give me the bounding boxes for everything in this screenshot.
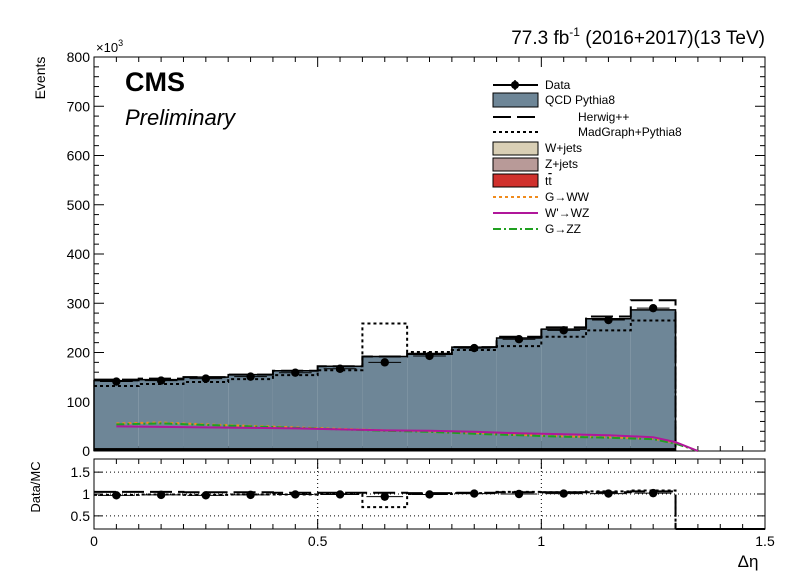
ratio-data-point [335, 490, 345, 499]
y-tick-label: 400 [67, 246, 91, 262]
legend-entry-wjets: W+jets [492, 141, 582, 156]
x-tick-label: 0.5 [308, 533, 328, 549]
ratio-data-point [559, 489, 568, 498]
y-axis-label: Events [32, 57, 48, 100]
y-tick-label: 300 [67, 295, 91, 311]
legend-entry-zjets: Z+jets [492, 157, 578, 172]
data-point [201, 374, 211, 383]
qcd_pythia8-bar [138, 379, 184, 449]
legend-ttbar-swatch [492, 173, 539, 188]
ratio-data-point [380, 492, 389, 501]
y-tick-label: 500 [67, 197, 91, 213]
legend-entry-madgraph: MadGraph+Pythia8 [493, 125, 682, 139]
data-point [335, 364, 345, 373]
ratio-histograms [94, 488, 765, 530]
legend-label-madgraph: MadGraph+Pythia8 [578, 125, 682, 139]
qcd_pythia8-bar [541, 329, 587, 449]
y-tick-label: 800 [67, 49, 91, 65]
ratio-data-point [425, 490, 434, 499]
y-tick-label: 700 [67, 98, 91, 114]
data-point [470, 343, 479, 353]
legend-label-ttbar: tt [545, 174, 552, 188]
data-point [291, 368, 300, 377]
cms-label: CMS [125, 67, 185, 97]
legend-label-data: Data [545, 78, 571, 92]
legend-label-qcd: QCD Pythia8 [545, 93, 615, 107]
legend-entry-g-ww: G→WW [493, 190, 590, 204]
legend-entry-qcd: QCD Pythia8 [492, 92, 615, 108]
ratio-data-point [291, 490, 300, 499]
qcd_pythia8-bar [317, 366, 363, 449]
ratio-y-tick-label: 1 [82, 486, 90, 502]
ratio-data-point [604, 489, 613, 498]
legend-entry-wp-wz: W'→WZ [493, 206, 589, 220]
legend-zjets-swatch [492, 157, 539, 172]
data-point [648, 303, 658, 313]
ratio-data-point [112, 491, 121, 500]
preliminary-label: Preliminary [125, 105, 237, 130]
legend-label-g-zz: G→ZZ [545, 222, 581, 236]
x-tick-label: 0 [90, 533, 98, 549]
main-panel: 0 100 200 300 400 500 600 700 800 Events ×103 CM… [32, 38, 766, 459]
data-point [604, 315, 613, 325]
ratio-data-point [514, 489, 524, 499]
main-histograms [93, 299, 699, 452]
ratio-y-tick-label: 1.5 [71, 464, 91, 480]
y-tick-label: 100 [67, 394, 91, 410]
legend-label-wp-wz: W'→WZ [545, 206, 589, 220]
x-tick-label: 1 [537, 533, 545, 549]
qcd_pythia8-bar [496, 337, 542, 449]
ratio-y-axis-label: Data/MC [28, 461, 43, 512]
herwig-line [94, 299, 677, 451]
data-point [156, 376, 166, 385]
qcd_pythia8-bar [94, 380, 139, 449]
qcd_pythia8-bar [228, 374, 273, 449]
lumi-label: 77.3 fb-1 (2016+2017)(13 TeV) [511, 25, 765, 49]
legend-label-g-ww: G→WW [545, 190, 590, 204]
legend-qcd-swatch [492, 92, 539, 108]
y-tick-label: 200 [67, 345, 91, 361]
legend-entry-ttbar: tt [492, 173, 552, 188]
x-axis-label: Δη [738, 552, 759, 571]
ratio-y-tick-label: 0.5 [71, 508, 91, 524]
wp-wz-line [116, 425, 699, 452]
ratio-data-point [648, 488, 658, 498]
qcd_pythia8-bar [183, 377, 229, 449]
qcd_pythia8-bar [586, 318, 631, 449]
legend-label-herwig: Herwig++ [578, 110, 629, 124]
data-point [514, 335, 524, 344]
qcd_pythia8-bar [272, 370, 318, 449]
data-point [380, 358, 389, 367]
qcd_pythia8-bar [362, 356, 408, 449]
data-point [112, 377, 121, 386]
legend-wjets-swatch [492, 141, 539, 156]
legend-label-wjets: W+jets [545, 141, 582, 155]
small-backgrounds-band [94, 448, 676, 451]
legend-entry-data: Data [493, 78, 571, 92]
ratio-data-point [201, 491, 211, 500]
ratio-axis-ticks: 0.5 1 1.5 0 0.5 1 1.5 [71, 459, 775, 549]
ratio-data-point [246, 490, 255, 500]
qcd_pythia8-bar [630, 309, 676, 449]
x-tick-label: 1.5 [755, 533, 775, 549]
y-tick-label: 600 [67, 148, 91, 164]
legend-entry-g-zz: G→ZZ [493, 222, 581, 236]
y-multiplier: ×103 [96, 38, 123, 55]
legend-label-zjets: Z+jets [545, 157, 578, 171]
y-tick-label: 0 [82, 443, 90, 459]
data-point [246, 372, 255, 381]
legend: Data QCD Pythia8 Herwig++ MadGraph+Pythi… [492, 78, 682, 236]
data-point [559, 326, 568, 335]
qcd_pythia8-bar [407, 353, 452, 449]
madgraph-line [94, 319, 677, 451]
data-point [425, 351, 434, 361]
ratio-data-point [470, 489, 479, 498]
legend-entry-herwig: Herwig++ [493, 110, 629, 124]
ratio-data-point [156, 490, 166, 500]
ratio-panel: 0.5 1 1.5 0 0.5 1 1.5 Data/MC Δη [28, 458, 775, 571]
